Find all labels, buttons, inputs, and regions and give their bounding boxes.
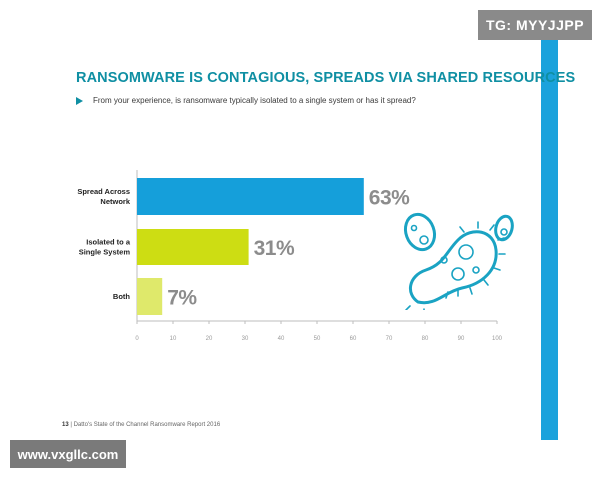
- category-label-line: Single System: [79, 248, 131, 257]
- x-tick-label: 30: [242, 336, 249, 342]
- page-number: 13: [62, 422, 69, 428]
- category-label: Isolated to a Single System: [79, 238, 131, 257]
- x-tick-label: 100: [492, 336, 503, 342]
- category-label: Both: [113, 292, 130, 301]
- category-label-line: Spread Across: [77, 187, 130, 196]
- accent-strip: [541, 40, 558, 440]
- bacteria-icon: [403, 212, 514, 310]
- x-tick-label: 20: [206, 336, 213, 342]
- x-tick-label: 10: [170, 336, 177, 342]
- category-label-line: Network: [100, 197, 130, 206]
- x-tick-label: 0: [135, 336, 139, 342]
- page-footer: 13 | Datto's State of the Channel Ransom…: [62, 422, 220, 428]
- report-source: Datto's State of the Channel Ransomware …: [73, 422, 221, 428]
- bar: [137, 229, 249, 265]
- x-tick-label: 70: [386, 336, 393, 342]
- x-tick-label: 90: [458, 336, 465, 342]
- x-tick-label: 50: [314, 336, 321, 342]
- survey-question: From your experience, is ransomware typi…: [93, 96, 416, 105]
- page-title: RANSOMWARE IS CONTAGIOUS, SPREADS VIA SH…: [76, 70, 576, 86]
- watermark-url: www.vxgllc.com: [10, 440, 126, 468]
- x-tick-label: 60: [350, 336, 357, 342]
- x-tick-label: 40: [278, 336, 285, 342]
- data-label: 31%: [254, 237, 295, 260]
- footer-separator: |: [70, 422, 74, 428]
- data-label: 63%: [369, 187, 410, 210]
- watermark-tg: TG: MYYJJPP: [478, 10, 592, 40]
- data-label: 7%: [167, 287, 197, 310]
- category-label: Spread Across Network: [77, 187, 130, 206]
- bar: [137, 178, 364, 215]
- bar-chart: 0 10 20 30 40 50 60 70 80 90 100 Spread Across Netwo…: [77, 170, 503, 342]
- category-label-line: Isolated to a: [86, 238, 131, 247]
- bar: [137, 278, 163, 315]
- x-tick-label: 80: [422, 336, 429, 342]
- triangle-right-icon: [76, 96, 83, 105]
- question-row: From your experience, is ransomware typi…: [76, 96, 416, 105]
- category-label-line: Both: [113, 292, 130, 301]
